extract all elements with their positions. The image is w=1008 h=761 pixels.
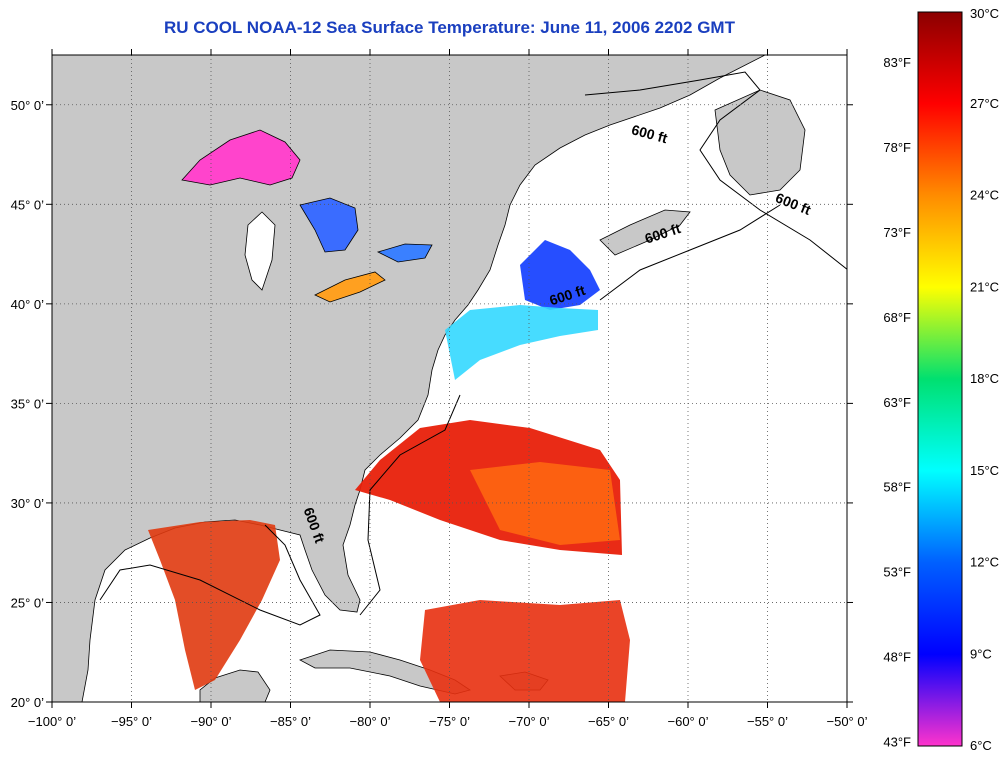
map-title: RU COOL NOAA-12 Sea Surface Temperature:…	[164, 18, 735, 37]
lake-ontario	[376, 243, 433, 263]
sst-shelf-cyan	[445, 305, 598, 380]
lon-tick-label: −85° 0’	[270, 714, 311, 729]
lon-tick-label: −95° 0’	[111, 714, 152, 729]
colorbar-fahrenheit-label: 78°F	[883, 140, 911, 155]
lon-tick-label: −50° 0’	[827, 714, 868, 729]
lake-huron	[299, 197, 359, 253]
colorbar-fahrenheit-label: 68°F	[883, 310, 911, 325]
land-yucatan	[199, 669, 271, 702]
lat-tick-label: 35° 0’	[11, 396, 45, 411]
lat-tick-label: 20° 0’	[11, 695, 45, 710]
colorbar-celsius-label: 12°C	[970, 555, 999, 570]
land-newfoundland	[714, 89, 806, 196]
isobath-600ft-north	[584, 71, 847, 270]
colorbar	[917, 11, 963, 747]
colorbar-celsius-label: 15°C	[970, 463, 999, 478]
isobath-600ft-east	[599, 204, 781, 301]
colorbar-celsius-label: 30°C	[970, 6, 999, 21]
colorbar-fahrenheit-label: 53°F	[883, 565, 911, 580]
lake-michigan	[244, 211, 276, 291]
lon-tick-label: −55° 0’	[747, 714, 788, 729]
sst-gulf-of-mexico	[148, 520, 280, 690]
colorbar-fahrenheit-label: 63°F	[883, 395, 911, 410]
lake-superior	[181, 129, 301, 186]
lat-tick-label: 40° 0’	[11, 297, 45, 312]
latitude-labels: 20° 0’ 25° 0’ 30° 0’ 35° 0’ 40° 0’ 45° 0’ 50° …	[11, 98, 45, 710]
isobath-600ft-gulf	[99, 524, 321, 626]
colorbar-fahrenheit-label: 58°F	[883, 480, 911, 495]
graticule	[52, 55, 847, 702]
lat-tick-label: 25° 0’	[11, 595, 45, 610]
lat-tick-label: 30° 0’	[11, 496, 45, 511]
colorbar-celsius-label: 27°C	[970, 96, 999, 111]
sst-gulf-of-maine	[520, 240, 600, 310]
lon-tick-label: −90° 0’	[191, 714, 232, 729]
colorbar-celsius-label: 18°C	[970, 371, 999, 386]
sst-caribbean	[420, 600, 630, 702]
lat-tick-label: 50° 0’	[11, 98, 45, 113]
land-nova-scotia	[599, 209, 691, 256]
colorbar-fahrenheit-label: 83°F	[883, 55, 911, 70]
lat-tick-label: 45° 0’	[11, 197, 45, 212]
longitude-labels: −100° 0’ −95° 0’ −90° 0’ −85° 0’ −80° 0’ −75°…	[28, 714, 868, 729]
colorbar-celsius-label: 6°C	[970, 738, 992, 753]
colorbar-fahrenheit-label: 48°F	[883, 650, 911, 665]
lon-tick-label: −80° 0’	[350, 714, 391, 729]
colorbar-celsius-label: 24°C	[970, 188, 999, 203]
lon-tick-label: −65° 0’	[588, 714, 629, 729]
colorbar-fahrenheit-labels: 83°F 78°F 73°F 68°F 63°F 58°F 53°F 48°F 43°F	[883, 55, 911, 750]
axis-ticks	[46, 49, 853, 708]
colorbar-fahrenheit-label: 73°F	[883, 225, 911, 240]
lon-tick-label: −70° 0’	[509, 714, 550, 729]
lon-tick-label: −60° 0’	[668, 714, 709, 729]
sst-sargasso	[470, 462, 620, 545]
lon-tick-label: −100° 0’	[28, 714, 76, 729]
colorbar-celsius-label: 9°C	[970, 646, 992, 661]
lake-erie	[314, 271, 386, 303]
colorbar-celsius-label: 21°C	[970, 279, 999, 294]
colorbar-fahrenheit-label: 43°F	[883, 735, 911, 750]
colorbar-celsius-labels: 30°C 27°C 24°C 21°C 18°C 15°C 12°C 9°C 6°C	[970, 6, 999, 753]
lon-tick-label: −75° 0’	[429, 714, 470, 729]
isobath-600ft-south	[359, 394, 461, 616]
